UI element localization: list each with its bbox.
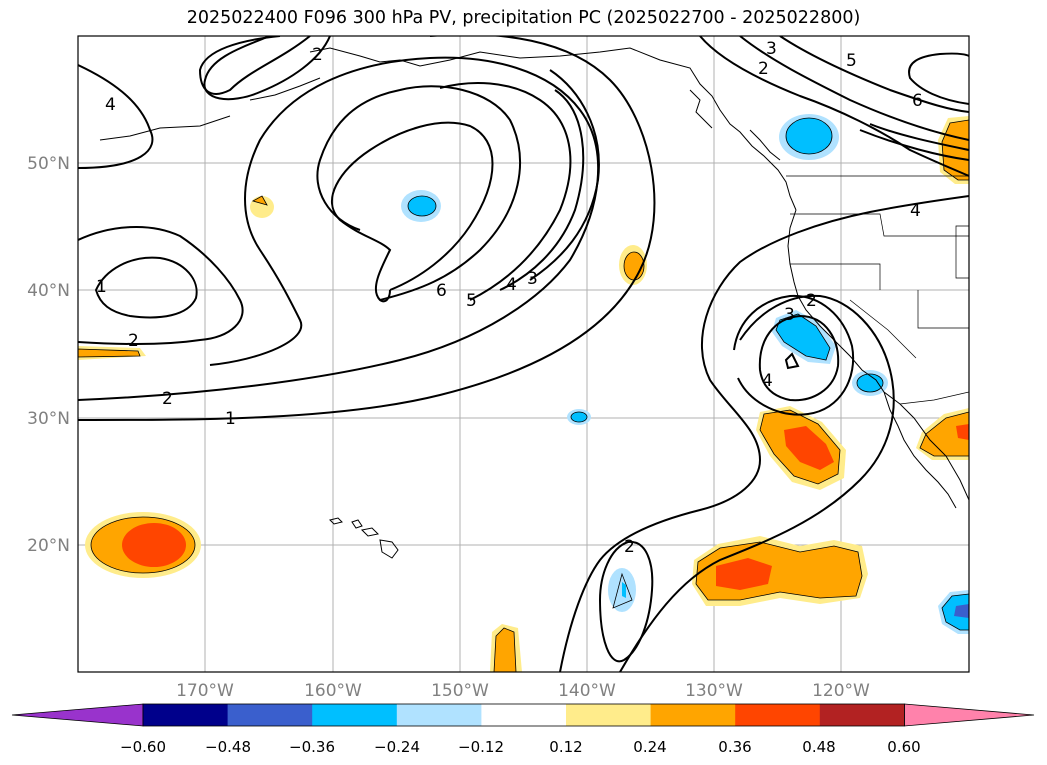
- lat-axis: 50°N 40°N 30°N 20°N: [27, 154, 70, 556]
- contour-label: 2: [806, 291, 817, 311]
- lon-tick-label: 160°W: [304, 681, 362, 701]
- colorbar-tick-label: 0.24: [633, 738, 666, 756]
- colorbar-tick-label: −0.48: [205, 738, 251, 756]
- colorbar-tick-label: −0.24: [374, 738, 420, 756]
- lon-tick-label: 120°W: [812, 681, 870, 701]
- colorbar-tick-label: −0.60: [120, 738, 166, 756]
- contour-label: 1: [225, 409, 236, 429]
- colorbar-segment: [566, 704, 652, 726]
- lon-axis: 170°W 160°W 150°W 140°W 130°W 120°W: [176, 681, 870, 701]
- colorbar-segment: [735, 704, 821, 726]
- contour-label: 3: [527, 269, 538, 289]
- colorbar-tick-label: 0.36: [718, 738, 751, 756]
- lat-tick-label: 30°N: [27, 409, 70, 429]
- contour-label: 5: [466, 291, 477, 311]
- colorbar-segment: [396, 704, 482, 726]
- colorbar-segment: [312, 704, 398, 726]
- colorbar: [11, 703, 1035, 727]
- map-frame: [77, 35, 970, 673]
- colorbar-segment: [650, 704, 736, 726]
- pv-contours: [78, 36, 969, 672]
- colorbar-tick-label: −0.12: [458, 738, 504, 756]
- lat-tick-label: 40°N: [27, 281, 70, 301]
- lat-tick-label: 50°N: [27, 154, 70, 174]
- contour-label: 2: [128, 331, 139, 351]
- contour-label: 3: [766, 39, 777, 59]
- contour-label: 2: [162, 389, 173, 409]
- colorbar-segment: [481, 704, 567, 726]
- contour-label: 4: [762, 371, 773, 391]
- contour-label: 1: [96, 277, 107, 297]
- contour-label: 2: [758, 59, 769, 79]
- contour-label: 2: [624, 537, 635, 557]
- colorbar-tick-label: 0.12: [549, 738, 582, 756]
- map-title: 2025022400 F096 300 hPa PV, precipitatio…: [186, 8, 861, 28]
- contour-label: 6: [912, 91, 923, 111]
- contour-label: 6: [436, 281, 447, 301]
- colorbar-segment: [819, 704, 905, 726]
- lat-tick-label: 20°N: [27, 536, 70, 556]
- colorbar-frame: [142, 703, 905, 727]
- lon-tick-label: 130°W: [685, 681, 743, 701]
- contour-label: 4: [506, 275, 517, 295]
- colorbar-extend-min: [11, 703, 144, 727]
- contour-label: 3: [784, 305, 795, 325]
- colorbar-segment: [143, 704, 229, 726]
- colorbar-tick-label: 0.60: [887, 738, 920, 756]
- lon-tick-label: 170°W: [176, 681, 234, 701]
- contour-label: 2: [312, 45, 323, 65]
- pv-contour-labels: 4 2 3 2 5 6 1 2 2 1 6 5 4 3 2 3 4 2 4: [96, 39, 923, 557]
- colorbar-tick-label: 0.48: [802, 738, 835, 756]
- colorbar-tick-label: −0.36: [289, 738, 335, 756]
- contour-label: 4: [105, 95, 116, 115]
- colorbar-labels: −0.60 −0.48 −0.36 −0.24 −0.12 0.12 0.24 …: [120, 738, 921, 756]
- contour-label: 4: [910, 201, 921, 221]
- colorbar-segment: [227, 704, 313, 726]
- colorbar-extend-max: [904, 703, 1035, 727]
- lon-tick-label: 140°W: [558, 681, 616, 701]
- lon-tick-label: 150°W: [431, 681, 489, 701]
- contour-label: 5: [846, 51, 857, 71]
